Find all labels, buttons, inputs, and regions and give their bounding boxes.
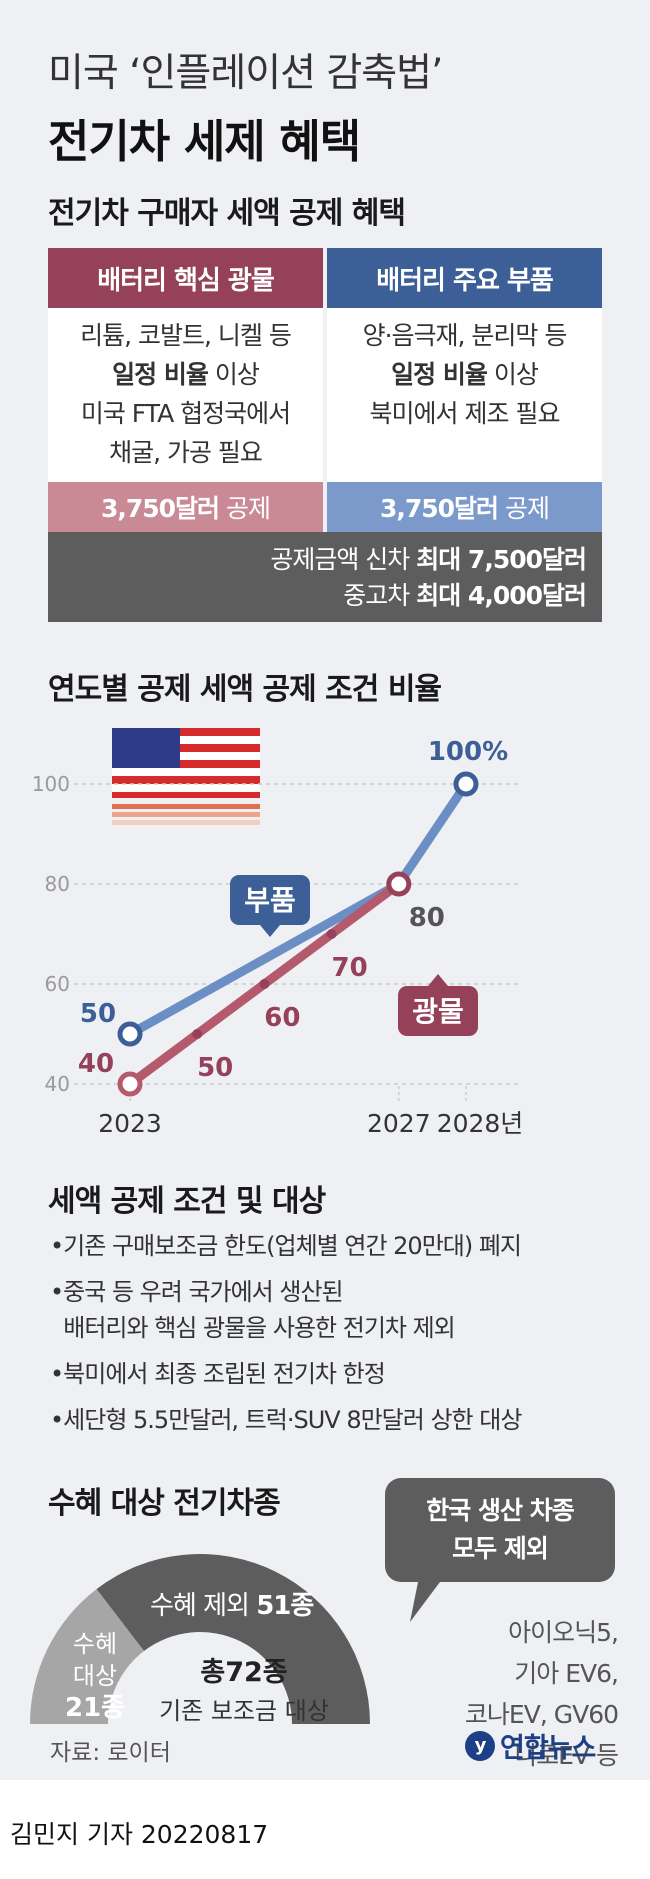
minerals-line-4: 채굴, 가공 필요 — [109, 438, 263, 467]
total-credit-box: 공제금액 신차 최대 7,500달러 중고차 최대 4,000달러 — [48, 532, 602, 622]
korea-excluded-callout: 한국 생산 차종 모두 제외 — [385, 1478, 615, 1582]
included-label-2: 대상 — [72, 1662, 118, 1690]
line-chart: 40 60 80 100 2023 2027 2028년 50 80 100% 40 50 60 70 부품… — [32, 728, 524, 1138]
hollow-point — [117, 1071, 143, 1097]
minerals-amount: 3,750달러 공제 — [48, 482, 323, 532]
callout-line-1: 한국 생산 차종 — [426, 1496, 574, 1525]
parts-series-tag: 부품 — [230, 875, 310, 937]
hollow-point — [453, 771, 479, 797]
parts-line-3: 북미에서 제조 필요 — [369, 399, 561, 428]
minerals-label-2026: 70 — [332, 953, 368, 983]
parts-header: 배터리 주요 부품 — [327, 248, 602, 308]
condition-item-2: •중국 등 우려 국가에서 생산된 — [50, 1278, 344, 1306]
parts-label-2027: 80 — [409, 903, 445, 933]
y-tick-label: 100 — [32, 772, 70, 796]
x-tick-label: 2023 — [98, 1109, 162, 1138]
x-tick-label: 2028년 — [437, 1109, 524, 1138]
yonhap-logo-icon: y — [465, 1730, 495, 1761]
minerals-requirements: 리튬, 코발트, 니켈 등 일정 비율 이상 미국 FTA 협정국에서 채굴, … — [48, 308, 323, 482]
minerals-line-1: 리튬, 코발트, 니켈 등 — [80, 321, 292, 350]
parts-amount-value: 3,750달러 — [379, 494, 499, 523]
chart-title: 연도별 공제 세액 공제 조건 비율 — [48, 672, 442, 707]
parts-label-2023: 50 — [80, 999, 116, 1029]
minerals-line-2: 일정 비율 이상 — [48, 355, 323, 394]
total-count: 총72종 — [200, 1657, 288, 1688]
total-used-value: 최대 4,000달러 — [416, 581, 587, 610]
condition-item-2-cont: 배터리와 핵심 광물을 사용한 전기차 제외 — [50, 1314, 456, 1342]
condition-item-1: •기존 구매보조금 한도(업체별 연간 20만대) 폐지 — [50, 1232, 522, 1260]
total-used-prefix: 중고차 — [343, 581, 417, 610]
excluded-label: 수혜 제외 51종 — [150, 1585, 314, 1622]
parts-label-2028: 100% — [428, 737, 508, 767]
chart-labels: 40 60 80 100 2023 2027 2028년 50 80 100% 40 50 60 70 부품… — [32, 737, 524, 1138]
parts-amount: 3,750달러 공제 — [327, 482, 602, 532]
total-new-line: 공제금액 신차 최대 7,500달러 — [48, 542, 587, 578]
callout-line-2: 모두 제외 — [452, 1534, 549, 1563]
parts-series-tag-text: 부품 — [244, 884, 296, 917]
condition-item-3: •북미에서 최종 조립된 전기차 한정 — [50, 1360, 386, 1388]
minerals-series-tag: 광물 — [398, 974, 478, 1036]
parts-line-1: 양·음극재, 분리막 등 — [362, 321, 568, 350]
parts-amount-suffix: 공제 — [498, 494, 550, 523]
minerals-label-2024: 50 — [197, 1053, 233, 1083]
minerals-line-3: 미국 FTA 협정국에서 — [80, 399, 291, 428]
minerals-label-2025: 60 — [264, 1003, 300, 1033]
y-tick-label: 40 — [45, 1072, 70, 1096]
hollow-point — [117, 1021, 143, 1047]
total-new-prefix: 공제금액 신차 — [270, 545, 417, 574]
eligible-title: 수혜 대상 전기차종 — [48, 1486, 281, 1521]
minerals-series-tag-box — [398, 986, 478, 1036]
parts-series-tag-tail — [260, 925, 280, 937]
minerals-amount-value: 3,750달러 — [100, 494, 220, 523]
car-item: 기아 EV6, — [514, 1659, 619, 1688]
yonhap-logo: y 연합뉴스 — [465, 1726, 596, 1765]
included-segment — [30, 1589, 144, 1724]
total-new-value: 최대 7,500달러 — [416, 545, 587, 574]
excluded-count: 51종 — [256, 1591, 314, 1621]
x-tick-label: 2027 — [367, 1109, 431, 1138]
half-donut-chart — [30, 1554, 440, 1724]
car-item: 니로EV 등 — [514, 1741, 619, 1770]
conditions-title: 세액 공제 조건 및 대상 — [48, 1184, 326, 1219]
minerals-series-tag-text: 광물 — [412, 995, 464, 1028]
y-tick-label: 80 — [45, 872, 70, 896]
excluded-car-list: 아이오닉5, 기아 EV6, 코나EV, GV60 니로EV 등 — [464, 1612, 619, 1776]
minerals-point — [326, 929, 337, 939]
minerals-ratio-rest: 이상 — [207, 360, 260, 389]
condition-item-4: •세단형 5.5만달러, 트럭·SUV 8만달러 상한 대상 — [50, 1406, 522, 1434]
us-flag-icon — [112, 728, 260, 825]
page-title-line2: 전기차 세제 혜택 — [48, 115, 361, 168]
minerals-point — [192, 1029, 203, 1039]
car-item: 코나EV, GV60 — [464, 1700, 619, 1729]
excluded-label-text: 수혜 제외 — [150, 1591, 257, 1621]
total-used-line: 중고차 최대 4,000달러 — [48, 578, 587, 614]
parts-series-tag-box — [230, 875, 310, 925]
total-label: 총72종 기존 보조금 대상 — [146, 1650, 342, 1726]
minerals-series-tag-tail — [428, 974, 448, 986]
included-count: 21종 — [64, 1693, 126, 1723]
page-title-line1: 미국 ‘인플레이션 감축법’ — [48, 51, 443, 96]
yonhap-logo-text: 연합뉴스 — [500, 1733, 596, 1764]
parts-ratio-bold: 일정 비율 — [391, 360, 488, 389]
car-item: 아이오닉5, — [508, 1618, 619, 1647]
parts-line-2: 일정 비율 이상 — [327, 355, 602, 394]
parts-requirements: 양·음극재, 분리막 등 일정 비율 이상 북미에서 제조 필요 — [327, 308, 602, 482]
chart-series — [117, 771, 479, 1097]
minerals-label-2023: 40 — [78, 1049, 114, 1079]
minerals-amount-suffix: 공제 — [219, 494, 271, 523]
minerals-point — [259, 979, 270, 989]
minerals-ratio-bold: 일정 비율 — [112, 360, 209, 389]
included-label: 수혜 대상 21종 — [62, 1628, 128, 1724]
y-tick-label: 60 — [45, 972, 70, 996]
included-label-1: 수혜 — [72, 1630, 118, 1658]
callout-pointer — [410, 1582, 440, 1622]
source-note: 자료: 로이터 — [50, 1740, 171, 1766]
total-subtitle: 기존 보조금 대상 — [159, 1697, 329, 1725]
hollow-point-2027 — [386, 871, 412, 897]
excluded-segment — [96, 1554, 370, 1724]
minerals-header: 배터리 핵심 광물 — [48, 248, 323, 308]
parts-ratio-rest: 이상 — [486, 360, 539, 389]
credit-section-title: 전기차 구매자 세액 공제 혜택 — [48, 196, 406, 231]
byline: 김민지 기자 20220817 — [10, 1820, 269, 1849]
